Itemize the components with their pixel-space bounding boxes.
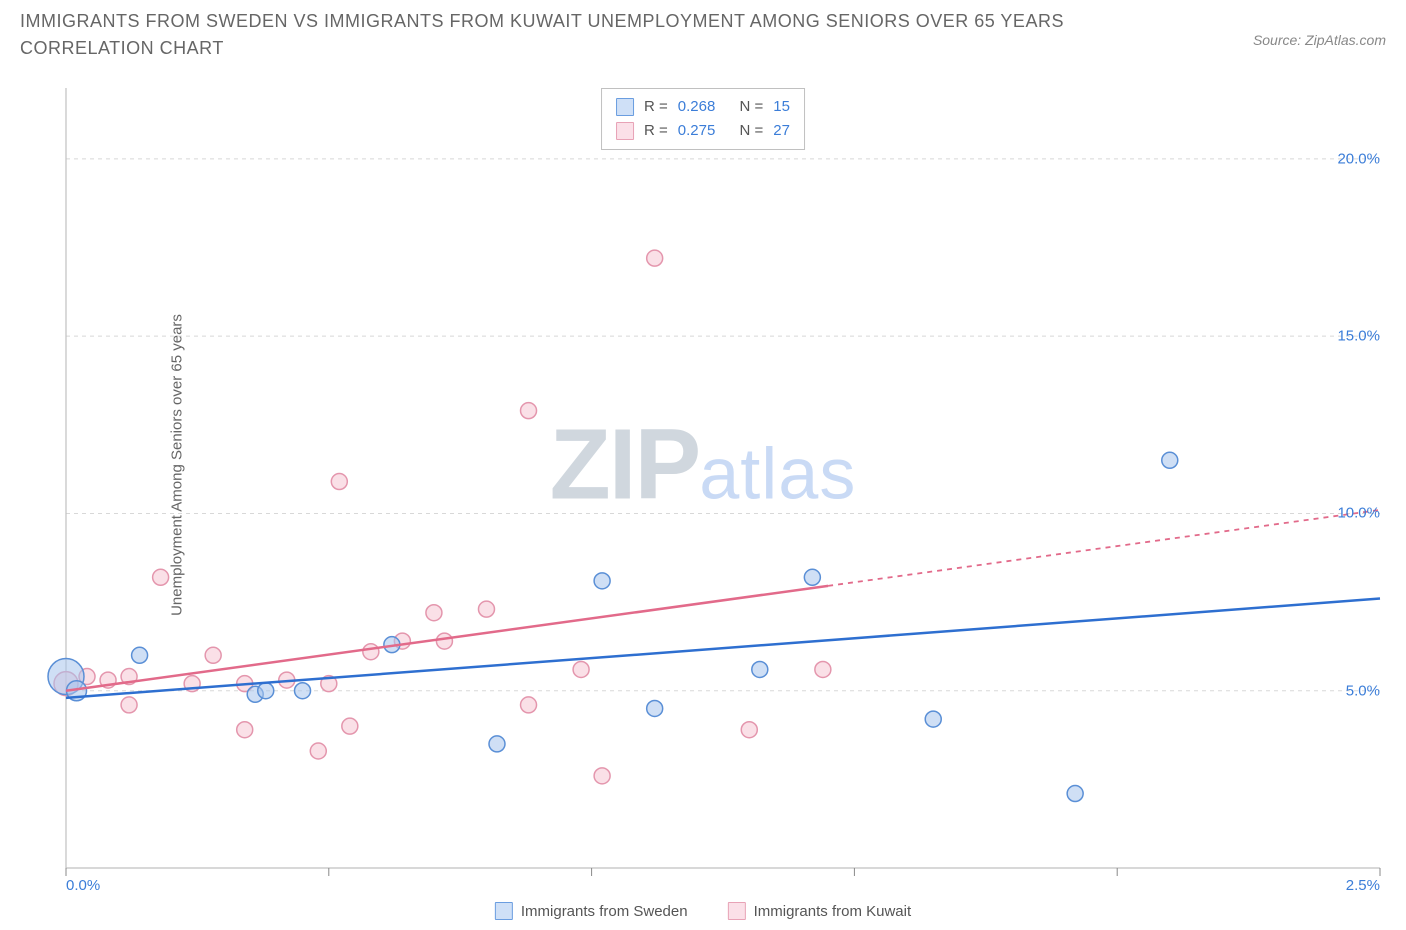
n-value: 27 [773, 119, 790, 143]
y-tick-label: 15.0% [1337, 328, 1380, 345]
stats-row-kuwait: R = 0.275 N = 27 [616, 119, 790, 143]
y-tick-label: 20.0% [1337, 150, 1380, 167]
kuwait-swatch-icon [728, 902, 746, 920]
correlation-stats-box: R = 0.268 N = 15 R = 0.275 N = 27 [601, 88, 805, 150]
kuwait-swatch-icon [616, 122, 634, 140]
r-value: 0.275 [678, 119, 716, 143]
legend-label: Immigrants from Sweden [521, 903, 688, 920]
x-tick-max: 2.5% [1346, 877, 1380, 894]
stats-row-sweden: R = 0.268 N = 15 [616, 95, 790, 119]
r-value: 0.268 [678, 95, 716, 119]
x-tick-min: 0.0% [66, 877, 100, 894]
n-label: N = [740, 119, 764, 143]
legend-label: Immigrants from Kuwait [754, 903, 912, 920]
sweden-swatch-icon [495, 902, 513, 920]
y-tick-label: 5.0% [1346, 682, 1380, 699]
legend-item-kuwait: Immigrants from Kuwait [728, 902, 912, 920]
legend: Immigrants from Sweden Immigrants from K… [495, 902, 911, 920]
r-label: R = [644, 95, 668, 119]
legend-item-sweden: Immigrants from Sweden [495, 902, 688, 920]
sweden-swatch-icon [616, 98, 634, 116]
n-value: 15 [773, 95, 790, 119]
n-label: N = [740, 95, 764, 119]
y-tick-label: 10.0% [1337, 505, 1380, 522]
r-label: R = [644, 119, 668, 143]
